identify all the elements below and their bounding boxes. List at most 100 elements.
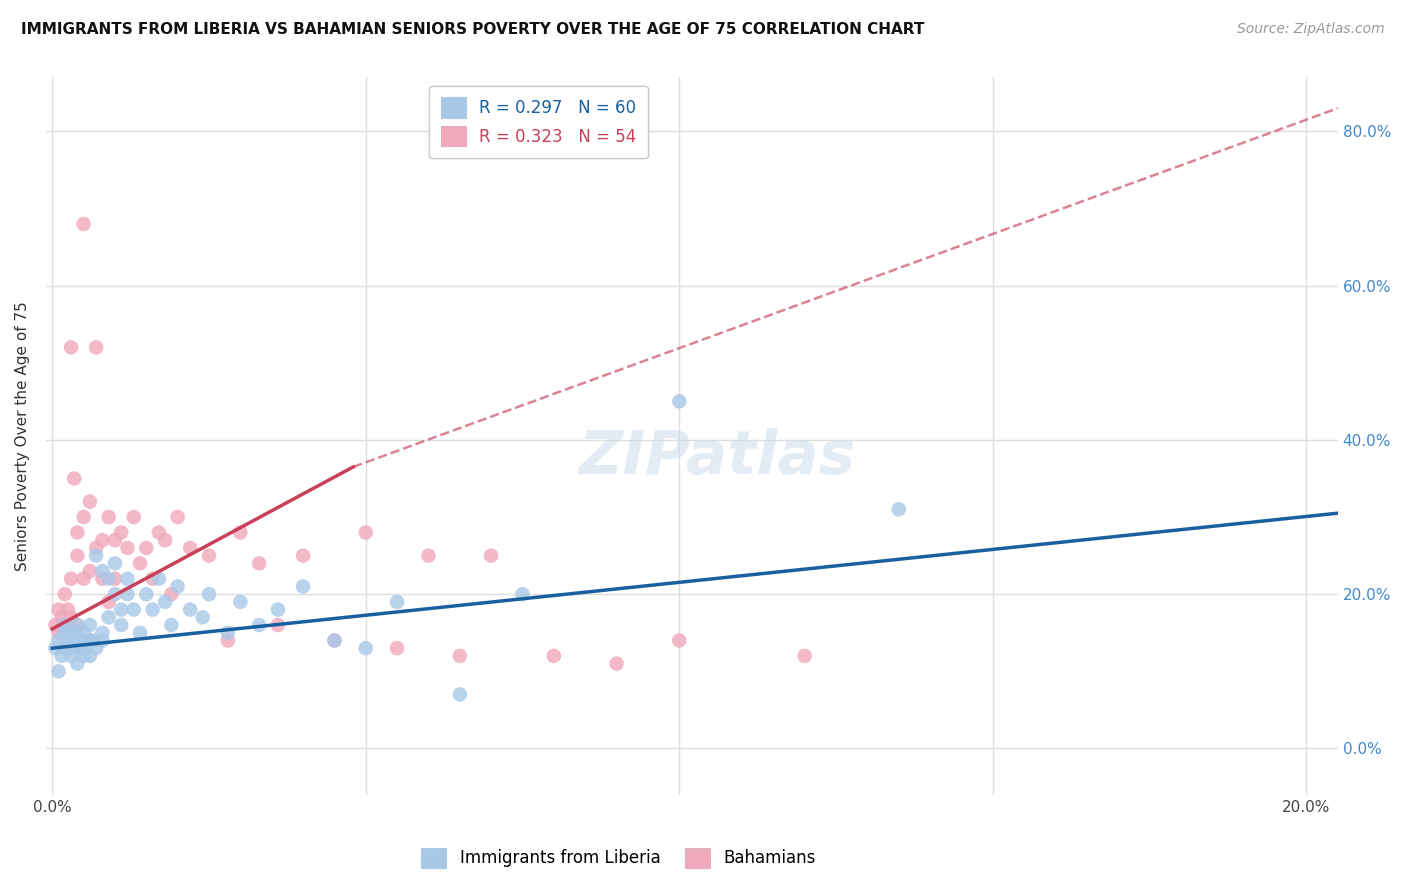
Point — [160, 587, 183, 601]
Point — [117, 541, 139, 555]
Point — [142, 572, 165, 586]
Point — [606, 657, 628, 671]
Point — [72, 572, 94, 586]
Point — [79, 648, 101, 663]
Point — [66, 657, 89, 671]
Point — [84, 549, 107, 563]
Point — [53, 641, 76, 656]
Point — [44, 618, 66, 632]
Point — [104, 533, 127, 548]
Point — [323, 633, 346, 648]
Point — [267, 602, 290, 616]
Point — [247, 557, 270, 571]
Point — [449, 688, 471, 702]
Point — [135, 541, 157, 555]
Point — [53, 625, 76, 640]
Point — [84, 541, 107, 555]
Point — [142, 602, 165, 616]
Point — [60, 648, 83, 663]
Y-axis label: Seniors Poverty Over the Age of 75: Seniors Poverty Over the Age of 75 — [15, 301, 30, 571]
Point — [51, 610, 73, 624]
Point — [82, 633, 104, 648]
Point — [117, 572, 139, 586]
Point — [66, 618, 89, 632]
Point — [79, 618, 101, 632]
Point — [66, 625, 89, 640]
Point — [79, 494, 101, 508]
Point — [267, 618, 290, 632]
Point — [97, 595, 120, 609]
Point — [72, 641, 94, 656]
Point — [160, 618, 183, 632]
Point — [217, 625, 239, 640]
Point — [97, 572, 120, 586]
Point — [479, 549, 502, 563]
Point — [793, 648, 815, 663]
Point — [229, 525, 252, 540]
Point — [72, 625, 94, 640]
Point — [512, 587, 534, 601]
Point — [110, 618, 132, 632]
Point — [69, 641, 91, 656]
Point — [48, 602, 70, 616]
Point — [179, 541, 201, 555]
Point — [97, 610, 120, 624]
Point — [56, 633, 79, 648]
Point — [104, 587, 127, 601]
Point — [66, 618, 89, 632]
Point — [148, 572, 170, 586]
Point — [385, 595, 408, 609]
Point — [79, 564, 101, 578]
Point — [104, 572, 127, 586]
Text: ZIPatlas: ZIPatlas — [579, 428, 856, 487]
Point — [53, 587, 76, 601]
Point — [91, 572, 114, 586]
Point — [135, 587, 157, 601]
Point — [418, 549, 440, 563]
Point — [166, 579, 188, 593]
Point — [72, 648, 94, 663]
Point — [354, 641, 377, 656]
Point — [60, 641, 83, 656]
Point — [247, 618, 270, 632]
Point — [129, 625, 152, 640]
Point — [60, 610, 83, 624]
Point — [148, 525, 170, 540]
Point — [122, 510, 145, 524]
Point — [91, 533, 114, 548]
Point — [72, 217, 94, 231]
Point — [91, 625, 114, 640]
Point — [887, 502, 910, 516]
Point — [323, 633, 346, 648]
Point — [354, 525, 377, 540]
Point — [60, 340, 83, 354]
Point — [66, 549, 89, 563]
Point — [153, 533, 176, 548]
Point — [110, 602, 132, 616]
Point — [543, 648, 565, 663]
Point — [79, 633, 101, 648]
Point — [60, 572, 83, 586]
Point — [66, 525, 89, 540]
Point — [449, 648, 471, 663]
Point — [91, 633, 114, 648]
Point — [668, 394, 690, 409]
Point — [48, 633, 70, 648]
Point — [44, 641, 66, 656]
Point — [91, 564, 114, 578]
Point — [153, 595, 176, 609]
Legend: R = 0.297   N = 60, R = 0.323   N = 54: R = 0.297 N = 60, R = 0.323 N = 54 — [429, 86, 648, 158]
Point — [60, 625, 83, 640]
Point — [53, 618, 76, 632]
Point — [129, 557, 152, 571]
Point — [179, 602, 201, 616]
Point — [84, 641, 107, 656]
Point — [166, 510, 188, 524]
Point — [53, 618, 76, 632]
Point — [229, 595, 252, 609]
Point — [122, 602, 145, 616]
Point — [198, 549, 221, 563]
Point — [110, 525, 132, 540]
Point — [104, 557, 127, 571]
Point — [198, 587, 221, 601]
